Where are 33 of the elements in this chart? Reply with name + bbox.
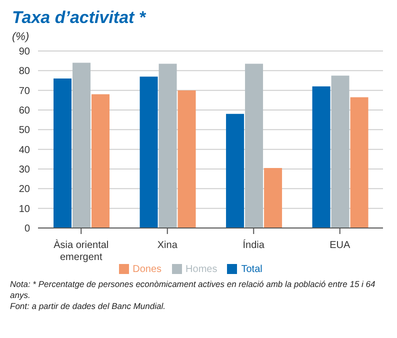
bar: [178, 90, 196, 228]
text: Nota: * Percentatge de persones econòmicament actives en relació amb la població entre 15 i 64 anys.: [10, 279, 376, 301]
y-tick-label: 90: [18, 46, 30, 58]
bar: [264, 168, 282, 228]
y-tick-label: 0: [24, 224, 30, 235]
y-tick-label: 20: [18, 184, 30, 196]
y-tick-label: 50: [18, 125, 30, 136]
chart-title: Taxa d’activitat *: [12, 8, 147, 28]
legend-label: Dones: [132, 264, 162, 275]
bar: [245, 64, 264, 228]
bar: [140, 76, 158, 228]
y-tick-label: 30: [18, 164, 30, 176]
text: Font: a partir de dades del Banc Mundial.: [10, 301, 166, 312]
bar: [312, 86, 330, 228]
bar: [158, 64, 177, 228]
bar: [350, 97, 368, 228]
y-axis-title: (%): [12, 31, 30, 43]
bar: [72, 62, 91, 228]
x-tick-label: Xina: [157, 240, 178, 251]
x-tick-label: EUA: [330, 240, 350, 251]
y-tick-label: 40: [18, 144, 30, 156]
y-tick-label: 60: [18, 106, 30, 117]
bar: [226, 114, 244, 228]
bar: [331, 76, 350, 228]
x-tick-label: Àsia oriental emergent: [54, 239, 109, 263]
y-tick-label: 80: [18, 66, 30, 78]
y-tick-label: 70: [18, 86, 30, 97]
legend-label: Homes: [186, 264, 218, 275]
bar: [54, 78, 72, 228]
x-tick-label: Índia: [242, 239, 265, 251]
legend-label: Total: [241, 264, 262, 275]
bar: [92, 94, 110, 228]
y-tick-label: 10: [18, 204, 30, 215]
